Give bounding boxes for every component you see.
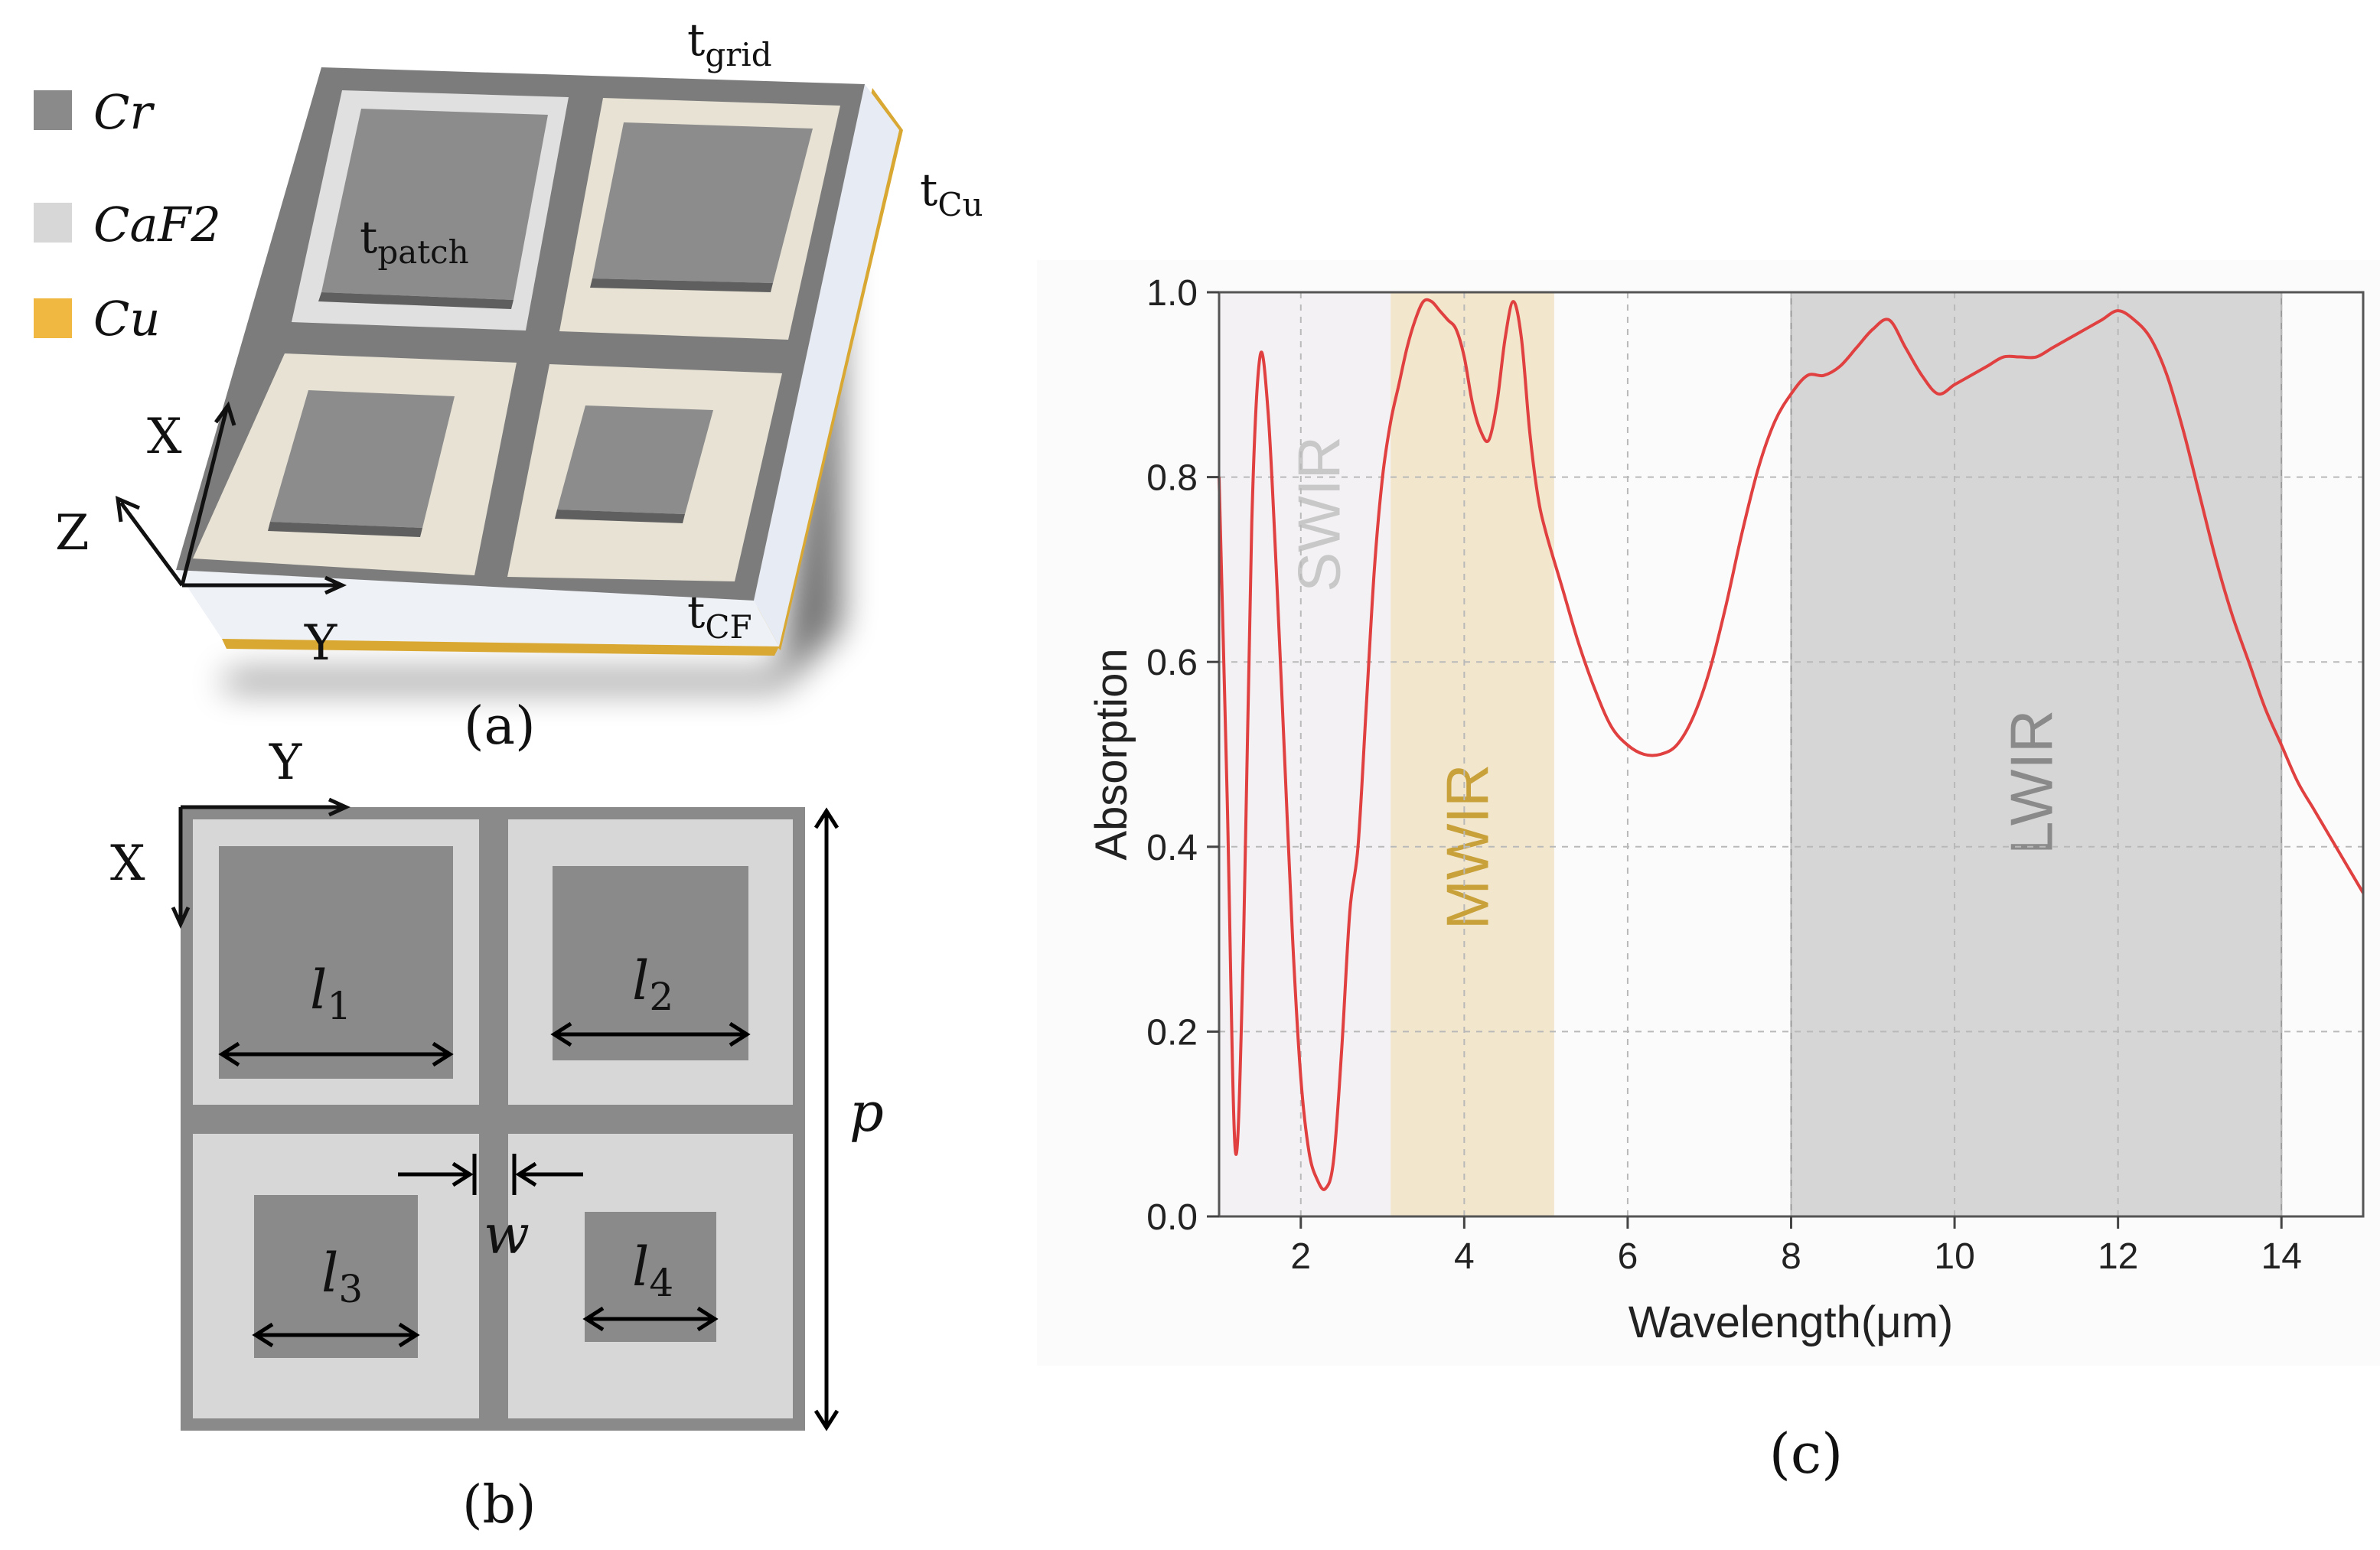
panel-a-unit-cell: tgrid tCu tpatch tCF X Y Z (a) [55,14,983,757]
caption-a: (a) [464,696,536,757]
legend-swatch-caf2 [34,203,72,243]
label-t-cf: tCF [687,586,752,646]
cr-patch-3 [270,390,455,528]
cr-patch-4-side [555,510,685,523]
axis-label-y-a: Y [304,615,337,672]
label-t-patch: tpatch [360,211,469,271]
y-tick-label: 0.4 [1146,828,1198,868]
label-w: w [484,1203,530,1266]
axis-label-x-b: X [110,835,145,892]
label-t-cu: tCu [920,164,983,223]
axis-label-x-a: X [147,409,182,465]
slab-front-face [176,570,779,646]
x-tick-label: 8 [1781,1236,1801,1277]
x-tick-label: 6 [1618,1236,1638,1277]
x-tick-label: 2 [1290,1236,1311,1277]
axes-b [171,797,351,930]
label-l3: l3 [321,1242,363,1311]
material-legend: Cr CaF2 Cu [34,84,221,347]
label-l4: l4 [632,1236,673,1305]
panel-b-top-view: l1 l2 l3 l4 w p Y X (b) [110,734,884,1535]
cr-patch-l3 [254,1195,418,1358]
copper-layer-bottom [222,639,779,656]
dimension-arrows-b [218,807,840,1431]
x-tick-label: 10 [1934,1236,1974,1277]
legend-label-cr: Cr [93,84,155,140]
cr-patch-l1 [219,846,453,1079]
band-lwir [1790,291,2283,1217]
label-p: p [849,1081,884,1144]
label-l2: l2 [632,949,673,1019]
line-layer [1218,298,2365,1191]
cr-patch-4 [557,405,713,514]
cr-patch-2-side [590,278,773,292]
y-tick-label: 0.0 [1146,1197,1198,1238]
band-label-lwir: LWIR [1997,710,2065,855]
axis-label-z-a: Z [55,505,89,562]
chart-ylabel: Absorption [1087,648,1136,860]
label-t-grid: tgrid [687,14,772,73]
band-mwir [1391,292,1554,1216]
y-tick-label: 0.6 [1146,643,1198,683]
legend-label-caf2: CaF2 [93,197,221,252]
x-tick-label: 12 [2098,1236,2138,1277]
axis-label-y-b: Y [269,734,302,791]
cr-patch-2 [592,122,813,283]
axes-triad-a [115,401,347,595]
y-tick-label: 0.2 [1146,1012,1198,1053]
x-tick-label: 14 [2261,1236,2302,1277]
tick-layer: 2 4 6 8 10 12 14 0.0 0.2 0.4 0.6 0.8 1.0 [1146,273,2302,1277]
legend-swatch-cr [34,90,72,130]
caption-b: (b) [462,1475,536,1535]
cr-patch-3-side [268,522,422,537]
caption-c: (c) [1769,1421,1844,1486]
band-label-swir: SWIR [1286,436,1353,592]
cr-patch-l2 [553,866,748,1060]
cr-patch-1-side [318,292,513,309]
legend-label-cu: Cu [93,291,160,347]
legend-swatch-cu [34,298,72,338]
slab-right-face [754,84,899,646]
series-line-absorption [1218,298,2365,1191]
chart-xlabel: Wavelength(μm) [1629,1298,1954,1347]
cr-patch-1 [321,109,548,300]
y-tick-label: 0.8 [1146,458,1198,499]
x-tick-label: 4 [1454,1236,1475,1277]
label-l1: l1 [310,959,351,1028]
y-tick-label: 1.0 [1146,273,1198,314]
